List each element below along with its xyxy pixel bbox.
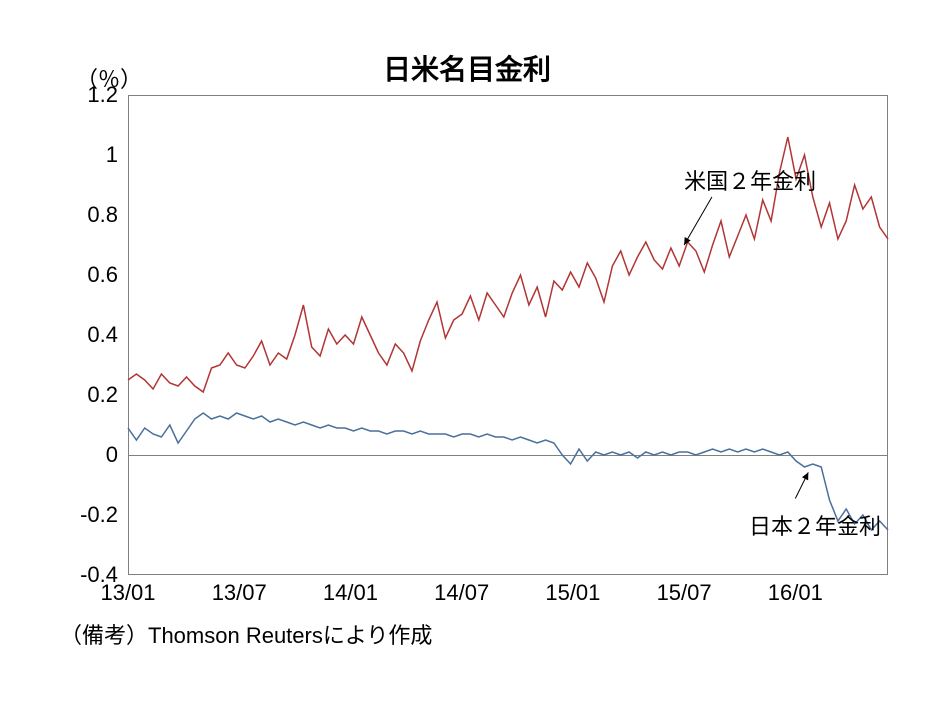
- chart-footnote: （備考）Thomson Reutersにより作成: [60, 618, 432, 650]
- x-tick-label: 16/01: [768, 580, 823, 606]
- series-label: 米国２年金利: [684, 164, 816, 196]
- y-tick-label: 0.6: [58, 262, 118, 288]
- x-tick-label: 14/01: [323, 580, 378, 606]
- x-tick-label: 14/07: [434, 580, 489, 606]
- y-tick-label: 0.4: [58, 322, 118, 348]
- x-tick-label: 13/07: [212, 580, 267, 606]
- x-tick-label: 15/07: [657, 580, 712, 606]
- x-tick-label: 13/01: [100, 580, 155, 606]
- y-tick-label: -0.2: [58, 502, 118, 528]
- label-arrow: [684, 197, 712, 245]
- y-tick-label: 1: [58, 142, 118, 168]
- y-tick-label: 0: [58, 442, 118, 468]
- chart-container: 日米名目金利 （％） -0.4-0.200.20.40.60.811.2 13/…: [0, 0, 934, 701]
- x-tick-label: 15/01: [545, 580, 600, 606]
- y-tick-label: 1.2: [58, 82, 118, 108]
- y-tick-label: 0.2: [58, 382, 118, 408]
- series-label: 日本２年金利: [749, 509, 881, 541]
- y-tick-label: 0.8: [58, 202, 118, 228]
